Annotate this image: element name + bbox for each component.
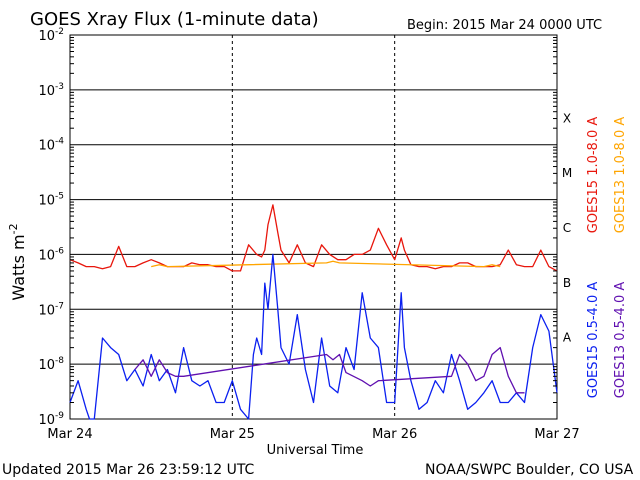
y-tick-label: 10-6 [38,246,64,263]
horizontal-gridlines [70,34,557,420]
y-tick-label: 10-3 [38,82,64,99]
flare-class-label: A [563,331,572,345]
series-line [69,204,558,272]
plot-frame [69,34,558,420]
minor-ticks [70,37,557,403]
svg-text:Watts m-2: Watts m-2 [7,223,28,300]
y-axis-label-exp: -2 [7,223,20,234]
flare-class-label: X [563,111,571,125]
series-line [134,346,525,394]
y-axis-label-main: Watts m [9,234,28,300]
legend-entry: GOES13 0.5-4.0 A [613,282,628,399]
x-tick-label: Mar 24 [47,427,92,442]
y-axis-label: Watts m-2 [7,223,28,300]
series-line [151,260,501,268]
legend-entry: GOES15 0.5-4.0 A [586,282,601,399]
flare-class-label: B [563,276,571,290]
plot-area [69,34,558,420]
y-tick-label: 10-9 [38,411,64,428]
series-line [69,253,558,420]
legend: GOES15 1.0-8.0 A GOES13 1.0-8.0 A GOES15 0… [586,117,628,399]
updated-timestamp: Updated 2015 Mar 26 23:59:12 UTC [2,462,255,478]
vertical-gridlines [231,35,396,419]
flare-class-label: C [563,221,571,235]
legend-entry: GOES13 1.0-8.0 A [613,117,628,234]
y-tick-label: 10-2 [38,27,64,44]
flare-class-labels: X M C B A [562,111,572,344]
y-tick-label: 10-7 [38,301,64,318]
flare-class-label: M [562,166,572,180]
y-tick-label: 10-5 [38,192,64,209]
begin-label: Begin: 2015 Mar 24 0000 UTC [407,18,602,33]
y-tick-labels: 10-2 10-3 10-4 10-5 10-6 10-7 10-8 10-9 [38,27,64,428]
x-tick-labels: Mar 24 Mar 25 Mar 26 Mar 27 [47,427,579,442]
x-tick-label: Mar 27 [534,427,579,442]
series-layer [69,204,558,420]
x-tick-label: Mar 26 [372,427,417,442]
legend-entry: GOES15 1.0-8.0 A [586,117,601,234]
x-tick-label: Mar 25 [210,427,255,442]
y-tick-label: 10-8 [38,356,64,373]
y-tick-label: 10-4 [38,137,64,154]
x-axis-label: Universal Time [267,443,364,458]
chart-title: GOES Xray Flux (1-minute data) [30,9,319,30]
credit-label: NOAA/SWPC Boulder, CO USA [425,462,634,478]
